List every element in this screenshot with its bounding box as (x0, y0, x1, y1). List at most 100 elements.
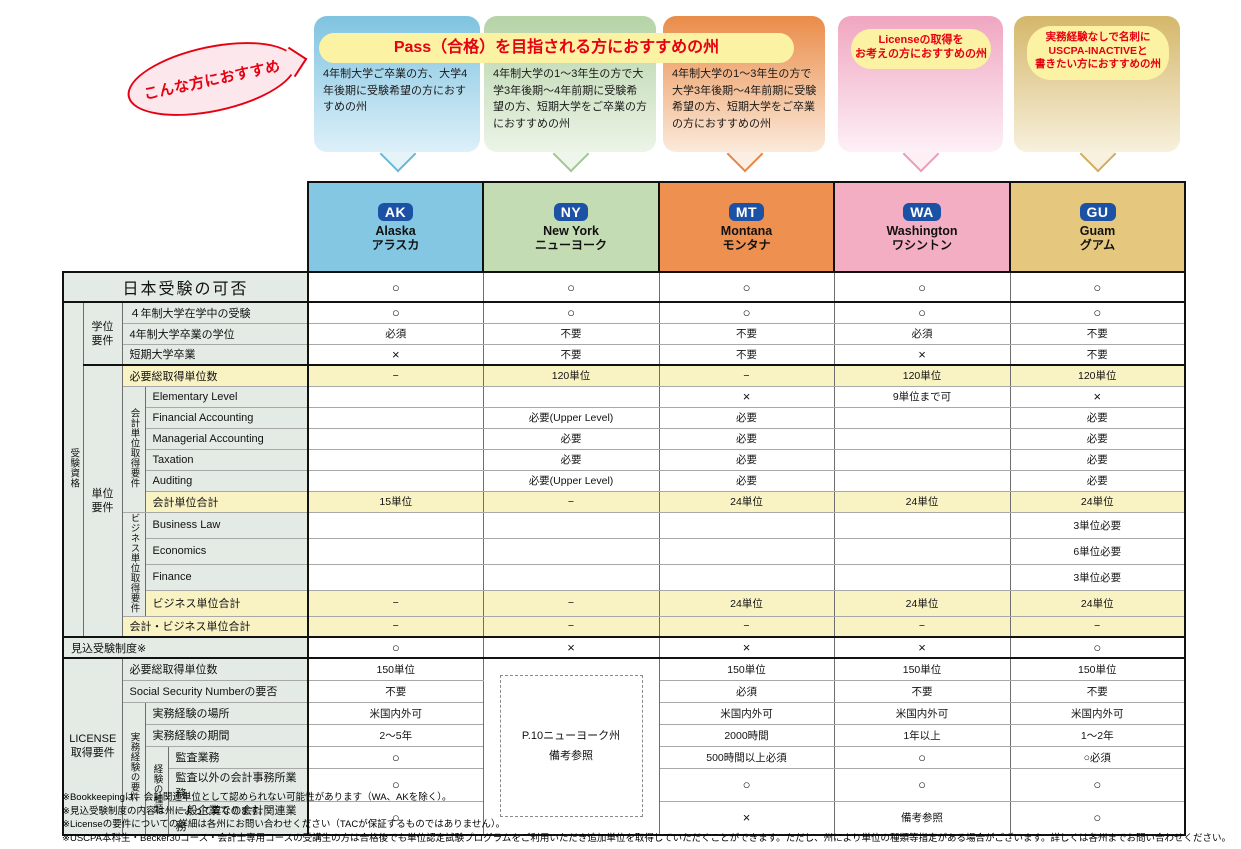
value-cell: 500時間以上必須 (658, 745, 835, 769)
value-cell: × (1009, 385, 1186, 408)
value-cell (833, 469, 1011, 492)
gu-pill: 実務経験なしで名刺に USCPA-INACTIVEと 書きたい方におすすめの州 (1027, 26, 1169, 80)
value-cell: × (833, 343, 1011, 366)
bubble-ny-text: 4年制大学の1〜3年生の方で大学3年後期〜4年前期に受験希望の方、短期大学をご卒… (493, 68, 647, 130)
value-cell: − (658, 364, 835, 387)
value-cell: ○ (482, 271, 660, 303)
state-badge-wa: WA (903, 202, 941, 221)
value-cell: 不要 (1009, 322, 1186, 345)
value-cell: − (658, 615, 835, 638)
value-cell: ○ (1009, 767, 1186, 802)
value-cell: 必要 (658, 427, 835, 450)
state-name-ja: ワシントン (891, 237, 952, 252)
state-badge-ak: AK (377, 202, 414, 221)
row-label: 監査業務 (167, 745, 309, 769)
value-cell: × (482, 636, 660, 659)
value-cell: 24単位 (833, 589, 1011, 617)
value-cell: − (307, 589, 484, 617)
row-label: Managerial Accounting (144, 427, 309, 450)
value-cell: ○ (1009, 271, 1186, 303)
value-cell (482, 563, 660, 591)
value-cell (833, 537, 1011, 565)
value-cell: − (482, 589, 660, 617)
state-header-ak: AK Alaska アラスカ (307, 181, 484, 273)
wa-pill: Licenseの取得を お考えの方におすすめの州 (851, 29, 991, 69)
state-name-en: Washington (886, 223, 958, 238)
row-label: Social Security Numberの要否 (121, 679, 309, 703)
value-cell (307, 469, 484, 492)
value-cell: 24単位 (1009, 589, 1186, 617)
value-cell: 必須 (307, 322, 484, 345)
state-badge-ny: NY (553, 202, 589, 221)
state-header-ny: NY New York ニューヨーク (482, 181, 660, 273)
value-cell: 不要 (658, 322, 835, 345)
value-cell: ○ (833, 301, 1011, 324)
value-cell: 不要 (1009, 343, 1186, 366)
value-cell (307, 427, 484, 450)
value-cell: 必要 (1009, 469, 1186, 492)
group-work-experience: 実務経験の要件 (121, 701, 146, 836)
state-name-ja: ニューヨーク (534, 237, 607, 252)
value-cell: 必要 (482, 448, 660, 471)
value-cell: 120単位 (1009, 364, 1186, 387)
row-label: 実務経験の場所 (144, 701, 309, 725)
state-badge-mt: MT (728, 202, 765, 221)
row-label: 一般企業での会計関連業務 (167, 800, 309, 836)
value-cell: 150単位 (833, 657, 1011, 681)
row-label: 会計・ビジネス単位合計 (121, 615, 309, 638)
value-cell: ○ (658, 767, 835, 802)
state-name-ja: グアム (1079, 237, 1116, 252)
value-cell: × (658, 636, 835, 659)
value-cell: 150単位 (1009, 657, 1186, 681)
value-cell: × (658, 800, 835, 836)
value-cell: 150単位 (658, 657, 835, 681)
group-experience-type: 経験の種類 (144, 745, 169, 836)
value-cell: 1年以上 (833, 723, 1011, 747)
value-cell (833, 563, 1011, 591)
footnote: ※見込受験制度の内容は州によって異なります。 (62, 805, 268, 817)
value-cell: 不要 (482, 343, 660, 366)
row-label: Taxation (144, 448, 309, 471)
row-label: ビジネス単位合計 (144, 589, 309, 617)
value-cell: ○ (307, 767, 484, 802)
value-cell: 米国内外可 (1009, 701, 1186, 725)
value-cell: 必要 (1009, 448, 1186, 471)
value-cell: ○ (307, 636, 484, 659)
value-cell: ○ (658, 271, 835, 303)
value-cell (833, 511, 1011, 539)
value-cell: 不要 (482, 322, 660, 345)
value-cell: ○ (658, 301, 835, 324)
row-label: Auditing (144, 469, 309, 492)
value-cell: 不要 (658, 343, 835, 366)
ny-license-note: P.10ニューヨーク州 備考参照 (482, 657, 660, 836)
value-cell: × (307, 343, 484, 366)
value-cell: 米国内外可 (833, 701, 1011, 725)
value-cell: 120単位 (482, 364, 660, 387)
value-cell: 15単位 (307, 490, 484, 513)
value-cell (833, 427, 1011, 450)
group-business-credits: ビジネス単位取得要件 (121, 511, 146, 617)
value-cell: − (307, 364, 484, 387)
value-cell: − (482, 615, 660, 638)
value-cell: ○ (307, 271, 484, 303)
value-cell (482, 385, 660, 408)
value-cell (658, 537, 835, 565)
value-cell (307, 385, 484, 408)
value-cell: 9単位まで可 (833, 385, 1011, 408)
value-cell (482, 511, 660, 539)
value-cell: 必要 (1009, 427, 1186, 450)
footnotes: ※Bookkeepingは、会計関連単位として認められない可能性があります（WA… (62, 791, 1231, 845)
row-label: ４年制大学在学中の受験 (121, 301, 309, 324)
value-cell: ○ (1009, 301, 1186, 324)
value-cell: 1〜2年 (1009, 723, 1186, 747)
value-cell: − (1009, 615, 1186, 638)
row-label-japan-exam-availability: 日本受験の可否 (62, 271, 309, 303)
header-spacer (63, 182, 308, 272)
row-label: 会計単位合計 (144, 490, 309, 513)
value-cell: ○ (833, 767, 1011, 802)
value-cell: 24単位 (1009, 490, 1186, 513)
value-cell: 150単位 (307, 657, 484, 681)
value-cell: × (833, 636, 1011, 659)
value-cell (658, 563, 835, 591)
